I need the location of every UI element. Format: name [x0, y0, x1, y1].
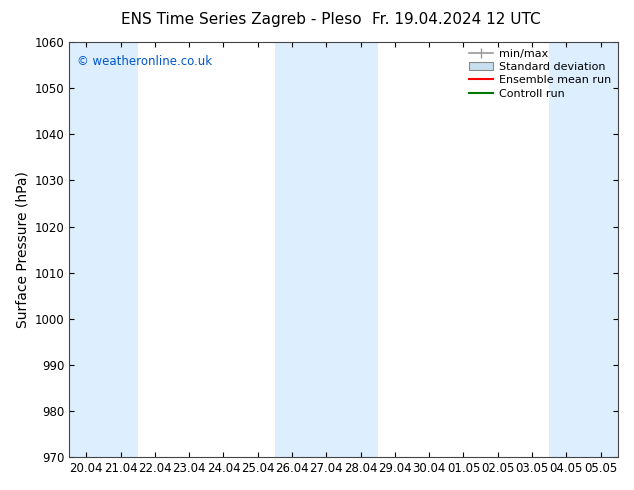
Text: © weatheronline.co.uk: © weatheronline.co.uk: [77, 54, 212, 68]
Bar: [275, 42, 309, 457]
Bar: [103, 42, 138, 457]
Bar: [344, 42, 378, 457]
Bar: [69, 42, 103, 457]
Text: ENS Time Series Zagreb - Pleso: ENS Time Series Zagreb - Pleso: [120, 12, 361, 27]
Legend: min/max, Standard deviation, Ensemble mean run, Controll run: min/max, Standard deviation, Ensemble me…: [464, 44, 616, 103]
Bar: [549, 42, 583, 457]
Y-axis label: Surface Pressure (hPa): Surface Pressure (hPa): [15, 171, 29, 328]
Bar: [309, 42, 344, 457]
Bar: [583, 42, 618, 457]
Text: Fr. 19.04.2024 12 UTC: Fr. 19.04.2024 12 UTC: [372, 12, 541, 27]
